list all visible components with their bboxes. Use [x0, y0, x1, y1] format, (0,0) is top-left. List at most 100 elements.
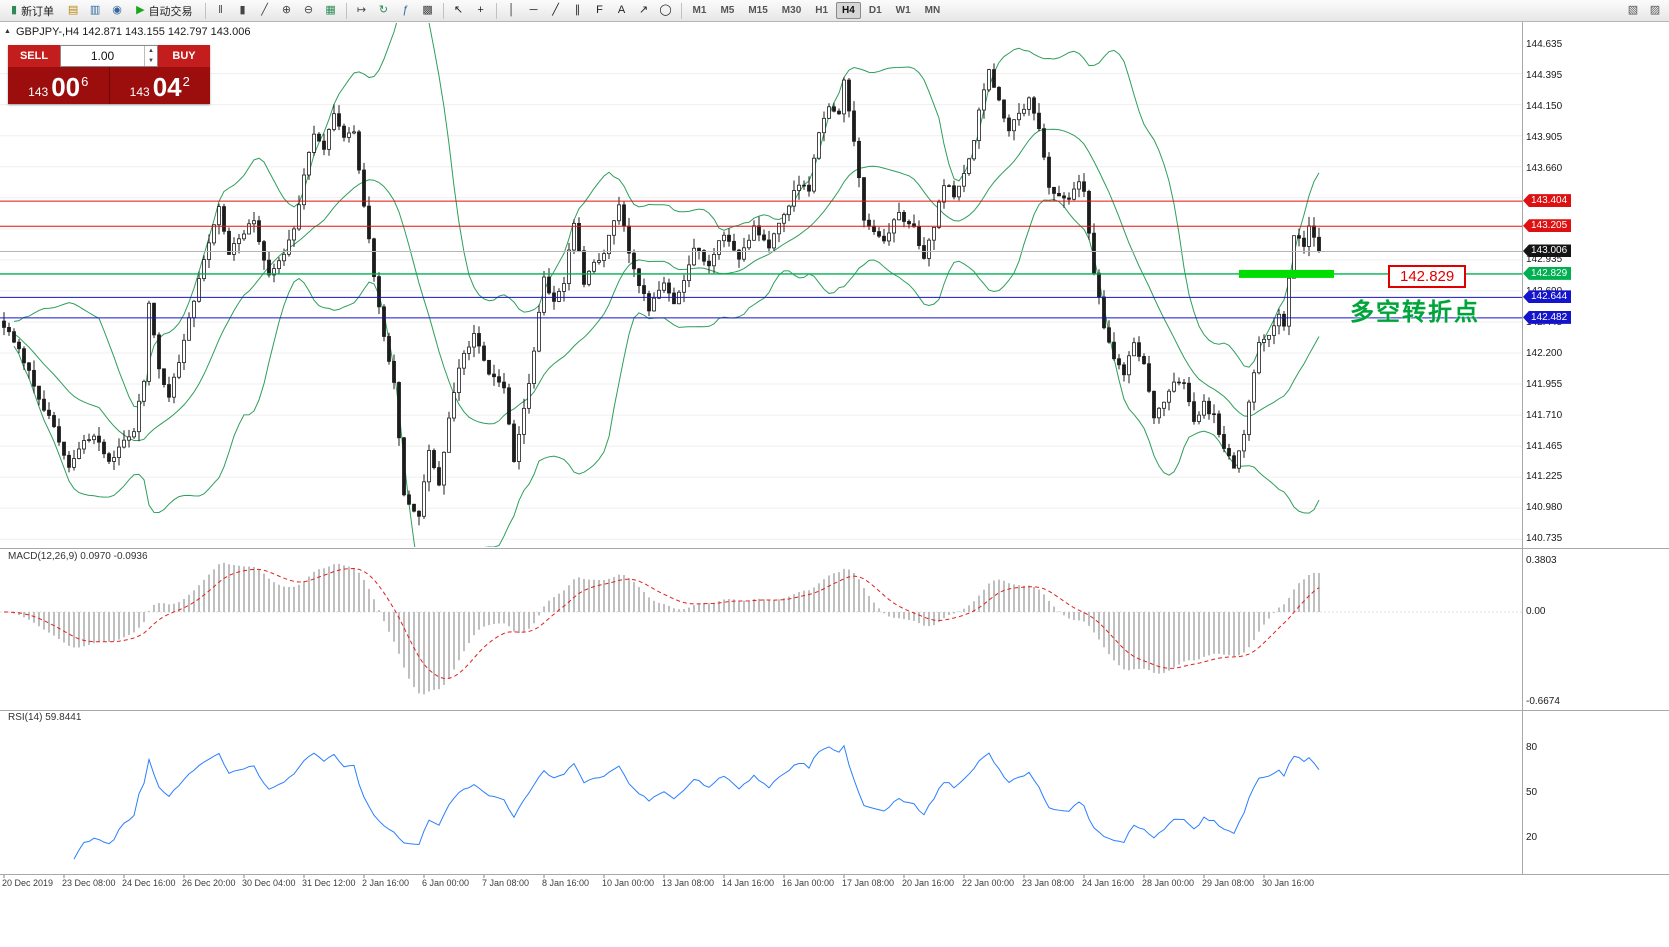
timeframe-m1-button[interactable]: M1	[692, 5, 707, 16]
one-click-trading-panel: SELL 1.00 ▲ ▼ BUY 143 00 6 143 04 2	[8, 45, 210, 104]
candlestick-mode-icon[interactable]: ▮	[233, 1, 253, 21]
price-axis-tick: 144.635	[1526, 39, 1563, 51]
time-axis-label: 30 Jan 16:00	[1262, 878, 1315, 888]
timeframe-h1-button[interactable]: H1	[815, 5, 829, 16]
timeframe-h4-button[interactable]: H4	[836, 2, 861, 19]
symbol-ohlc-header: GBPJPY-,H4 142.871 143.155 142.797 143.0…	[16, 26, 251, 38]
chart-shift-icon: ↦	[356, 4, 367, 16]
charts-cascade-icon: ▤	[67, 4, 79, 16]
price-badge-142.829: 142.829	[1523, 266, 1572, 280]
buy-price-button[interactable]: 143 04 2	[110, 67, 211, 104]
time-axis-label: 2 Jan 16:00	[362, 878, 410, 888]
sell-price-main: 00	[51, 72, 81, 102]
toolbar-separator	[495, 2, 497, 19]
autotrading-button-label: 自动交易	[148, 5, 193, 18]
tile-windows-icon[interactable]: ▦	[321, 1, 341, 21]
price-axis-tick: 143.660	[1526, 162, 1563, 174]
timeframe-mn-button[interactable]: MN	[924, 5, 941, 16]
price-axis-tick: 144.395	[1526, 69, 1563, 81]
bar-chart-mode-icon[interactable]: ‖	[211, 1, 231, 21]
text-label-icon[interactable]: A	[612, 1, 632, 21]
timeframe-m30-button[interactable]: M30	[781, 5, 802, 16]
cursor-icon: ↖	[453, 4, 464, 16]
price-axis-tick: 140.735	[1526, 533, 1563, 545]
vertical-line-icon[interactable]: │	[502, 1, 522, 21]
crosshair-icon: +	[477, 4, 484, 16]
equidistant-channel-icon[interactable]: ∥	[568, 1, 588, 21]
market-watch-icon[interactable]: ▥	[85, 1, 105, 21]
indicators-icon[interactable]: ƒ	[396, 1, 416, 21]
time-axis-label: 30 Dec 04:00	[242, 878, 296, 888]
time-axis-label: 20 Dec 2019	[2, 878, 54, 888]
data-window-icon[interactable]: ◉	[107, 1, 127, 21]
market-watch-toggle-icon[interactable]: ▧	[1623, 1, 1643, 21]
charts-cascade-icon[interactable]: ▤	[63, 1, 83, 21]
time-axis-label: 16 Jan 00:00	[782, 878, 835, 888]
new-order-button[interactable]: ▮ 新订单	[4, 1, 61, 21]
chart-shift-icon[interactable]: ↦	[352, 1, 372, 21]
timeframe-m5-button[interactable]: M5	[720, 5, 735, 16]
chart-properties-icon[interactable]: ▩	[418, 1, 438, 21]
timeframe-m15-button[interactable]: M15	[748, 5, 768, 16]
auto-scroll-icon[interactable]: ↻	[374, 1, 394, 21]
rsi-plot	[73, 744, 1320, 860]
trade-panel-toggle-icon[interactable]: ▲	[4, 28, 11, 35]
pivot-highlight-segment[interactable]	[1239, 269, 1334, 278]
cursor-icon[interactable]: ↖	[449, 1, 469, 21]
price-axis-tick: 141.955	[1526, 378, 1563, 390]
text-label-icon: A	[617, 4, 626, 16]
new-order-button-label: 新订单	[21, 5, 55, 18]
candlestick-mode-icon: ▮	[239, 4, 246, 16]
sell-price-prefix: 143	[28, 85, 49, 99]
bar-chart-mode-icon: ‖	[218, 4, 223, 16]
buy-button[interactable]: BUY	[158, 45, 210, 67]
autotrading-button[interactable]: ▶ 自动交易	[129, 1, 199, 21]
turning-point-annotation[interactable]: 多空转折点	[1350, 299, 1480, 326]
time-axis-label: 7 Jan 08:00	[482, 878, 530, 888]
toolbar-separator	[204, 2, 206, 19]
volume-up-icon[interactable]: ▲	[148, 48, 154, 54]
horizontal-line-icon[interactable]: ─	[524, 1, 544, 21]
macd-axis-tick: 0.3803	[1526, 554, 1557, 566]
arrow-objects-icon[interactable]: ↗	[634, 1, 654, 21]
toolbar-separator	[442, 2, 444, 19]
fibonacci-icon[interactable]: F	[590, 1, 610, 21]
trendline-icon[interactable]: ╱	[546, 1, 566, 21]
time-axis-label: 13 Jan 08:00	[662, 878, 715, 888]
indicators-icon: ƒ	[402, 4, 409, 16]
vertical-line-icon: │	[508, 4, 515, 16]
toolbox-toggle-icon[interactable]: ▨	[1645, 1, 1665, 21]
sell-price-button[interactable]: 143 00 6	[8, 67, 110, 104]
macd-indicator-label: MACD(12,26,9) 0.0970 -0.0936	[8, 551, 148, 562]
rsi-indicator-label: RSI(14) 59.8441	[8, 712, 82, 723]
zoom-in-icon[interactable]: ⊕	[277, 1, 297, 21]
macd-signal-line	[3, 567, 1320, 680]
line-chart-mode-icon[interactable]: ╱	[255, 1, 275, 21]
price-axis-tick: 142.935	[1526, 254, 1563, 266]
timeframe-d1-button[interactable]: D1	[868, 5, 882, 16]
zoom-out-icon[interactable]: ⊖	[299, 1, 319, 21]
rsi-axis-tick: 80	[1526, 742, 1538, 753]
sell-button[interactable]: SELL	[8, 45, 60, 67]
macd-axis-tick: 0.00	[1526, 606, 1546, 617]
macd-axis-tick: -0.6674	[1526, 695, 1560, 707]
volume-spinner: ▲ ▼	[144, 46, 157, 66]
zoom-out-icon: ⊖	[303, 4, 314, 16]
volume-field[interactable]: 1.00 ▲ ▼	[60, 45, 158, 67]
volume-down-icon[interactable]: ▼	[148, 58, 154, 64]
time-axis-label: 24 Jan 16:00	[1082, 878, 1135, 888]
macd-plot	[0, 562, 1522, 695]
rsi-axis-tick: 20	[1526, 832, 1538, 843]
timeframe-w1-button[interactable]: W1	[895, 5, 911, 16]
main-plot	[2, 23, 1321, 547]
pivot-price-label[interactable]: 142.829	[1388, 265, 1467, 288]
time-axis-label: 8 Jan 16:00	[542, 878, 590, 888]
price-badge-143.404: 143.404	[1523, 194, 1572, 208]
volume-value[interactable]: 1.00	[90, 49, 115, 63]
line-chart-mode-icon: ╱	[261, 4, 268, 16]
crosshair-icon[interactable]: +	[471, 1, 491, 21]
price-axis-tick: 140.980	[1526, 502, 1563, 514]
horizontal-line-icon: ─	[529, 4, 538, 16]
shapes-icon[interactable]: ◯	[656, 1, 676, 21]
